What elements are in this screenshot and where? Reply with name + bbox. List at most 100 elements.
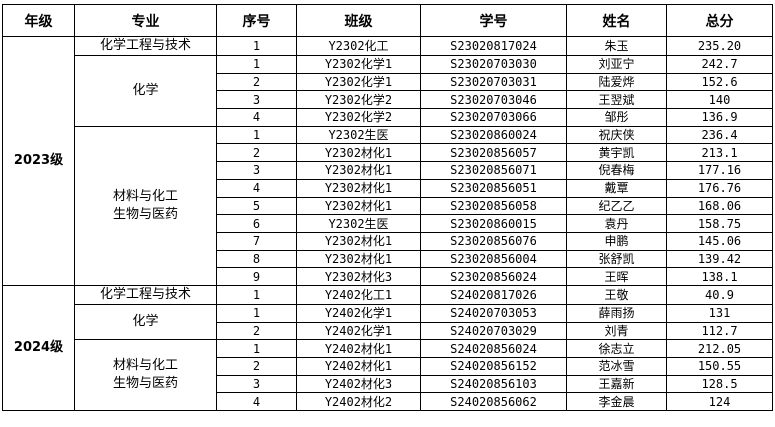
column-header: 年级 [2,4,75,37]
column-header: 专业 [74,4,217,37]
seq-cell: 2 [216,143,297,163]
class-cell: Y2302材化1 [296,178,421,198]
student-id-cell: S23020703046 [420,90,567,110]
seq-cell: 2 [216,72,297,92]
column-header: 姓名 [566,4,667,37]
name-cell: 陆爱烨 [566,72,667,92]
score-cell: 138.1 [666,267,773,286]
major-cell: 化学 [74,303,217,341]
seq-cell: 2 [216,321,297,341]
score-cell: 213.1 [666,143,773,163]
grade-cell: 2023级 [2,36,75,286]
student-id-cell: S23020856004 [420,249,567,269]
seq-cell: 3 [216,161,297,180]
column-header: 序号 [216,4,297,37]
student-id-cell: S23020703031 [420,72,567,92]
student-id-cell: S23020856057 [420,143,567,163]
seq-cell: 2 [216,357,297,376]
table-row: 材料与化工 生物与医药 1 Y2302生医 S23020860024 祝庆侠 236.4 [3,125,773,286]
name-cell: 邹彤 [566,108,667,127]
seq-cell: 1 [216,339,297,358]
name-cell: 袁丹 [566,214,667,233]
name-cell: 刘亚宁 [566,55,667,74]
student-id-cell: S23020703066 [420,108,567,127]
name-cell: 徐志立 [566,339,667,358]
name-cell: 纪乙乙 [566,196,667,216]
table-row: 6 Y2302生医 S23020860015 袁丹 158.75 [3,214,773,233]
grade-cell: 2024级 [2,284,75,412]
seq-cell: 9 [216,267,297,286]
student-id-cell: S23020817024 [420,36,567,56]
table-row: 2023级 化学工程与技术 1 Y2302化工 S23020817024 朱玉 235.20 [2,36,773,286]
name-cell: 王晖 [566,267,667,286]
name-cell: 张舒凯 [566,249,667,269]
score-cell: 235.20 [666,36,773,56]
score-table: 年级 专业 序号 班级 学号 姓名 总分 2023级 化学工程与技术 1 Y2302化工 S2302… [2,4,773,412]
student-id-cell: S24020856103 [420,374,567,394]
major-cell: 材料与化工 生物与医药 [74,339,217,412]
score-cell: 40.9 [666,284,773,305]
column-header: 学号 [420,4,567,37]
score-cell: 158.75 [666,214,773,233]
seq-cell: 1 [216,284,297,305]
name-cell: 王敬 [566,284,667,305]
class-cell: Y2302材化1 [296,231,421,251]
seq-cell: 6 [216,214,297,233]
class-cell: Y2302材化1 [296,143,421,163]
score-cell: 242.7 [666,55,773,74]
table-row: 3 Y2302材化1 S23020856071 倪春梅 177.16 [3,161,773,180]
seq-cell: 4 [216,392,297,412]
name-cell: 戴覃 [566,178,667,198]
class-cell: Y2302材化1 [296,196,421,216]
seq-cell: 4 [216,108,297,127]
name-cell: 李金晨 [566,392,667,412]
student-id-cell: S23020860015 [420,214,567,233]
table-row: 2 Y2402化学1 S24020703029 刘青 112.7 [3,321,773,341]
table-row: 8 Y2302材化1 S23020856004 张舒凯 139.42 [3,249,773,269]
score-cell: 124 [666,392,773,412]
major-cell: 化学工程与技术 [74,284,217,305]
score-cell: 176.76 [666,178,773,198]
student-id-cell: S24020856152 [420,357,567,376]
student-id-cell: S23020856058 [420,196,567,216]
score-cell: 177.16 [666,161,773,180]
student-id-cell: S24020856062 [420,392,567,412]
class-cell: Y2302材化1 [296,161,421,180]
seq-cell: 1 [216,303,297,323]
class-cell: Y2402化学1 [296,321,421,341]
score-cell: 112.7 [666,321,773,341]
major-cell: 化学工程与技术 [74,36,217,56]
seq-cell: 8 [216,249,297,269]
major-cell: 化学 [74,55,217,127]
student-id-cell: S24020703053 [420,303,567,323]
class-cell: Y2402材化2 [296,392,421,412]
score-cell: 140 [666,90,773,110]
name-cell: 黄宇凯 [566,143,667,163]
table-row: 材料与化工 生物与医药 1 Y2402材化1 S24020856024 徐志立 212.0… [3,339,773,412]
seq-cell: 3 [216,90,297,110]
major-cell: 材料与化工 生物与医药 [74,125,217,286]
class-cell: Y2302材化3 [296,267,421,286]
table-row: 2024级 化学工程与技术 1 Y2402化工1 S24020817026 王敬 40.9 [2,284,773,412]
class-cell: Y2302化工 [296,36,421,56]
class-cell: Y2402材化1 [296,339,421,358]
class-cell: Y2302化学1 [296,55,421,74]
header-row: 年级 专业 序号 班级 学号 姓名 总分 [2,4,773,37]
student-id-cell: S23020860024 [420,125,567,145]
table-body: 2023级 化学工程与技术 1 Y2302化工 S23020817024 朱玉 235.20… [2,36,773,412]
student-id-cell: S23020856071 [420,161,567,180]
score-cell: 136.9 [666,108,773,127]
score-cell: 145.06 [666,231,773,251]
score-cell: 168.06 [666,196,773,216]
class-cell: Y2302化学2 [296,108,421,127]
name-cell: 刘青 [566,321,667,341]
student-id-cell: S23020856024 [420,267,567,286]
class-cell: Y2402化工1 [296,284,421,305]
student-id-cell: S24020817026 [420,284,567,305]
seq-cell: 1 [216,36,297,56]
student-id-cell: S23020856051 [420,178,567,198]
student-id-cell: S24020703029 [420,321,567,341]
name-cell: 倪春梅 [566,161,667,180]
table-row: 9 Y2302材化3 S23020856024 王晖 138.1 [3,267,773,286]
name-cell: 申鹏 [566,231,667,251]
